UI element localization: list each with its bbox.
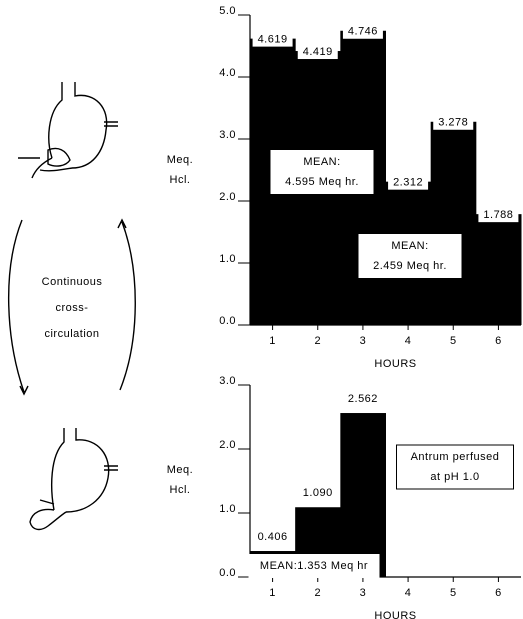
figure: Continuous cross-circulation 0.0 1.0 2.0 3.0 4… <box>0 0 523 619</box>
x-tick-label: 2 <box>314 587 321 599</box>
value-label: 4.619 <box>258 34 288 46</box>
value-label: 4.746 <box>348 26 378 38</box>
annotation: Antrum perfused <box>411 451 500 463</box>
y-tick-label: 4.0 <box>219 67 236 79</box>
x-tick-label: 6 <box>495 335 502 347</box>
annotation: at pH 1.0 <box>430 471 479 483</box>
y-tick-label: 3.0 <box>219 129 236 141</box>
y-axis-label: Meq. <box>167 464 193 476</box>
diagram-label: Continuous <box>42 276 103 288</box>
annotation: 4.595 Meq hr. <box>285 176 359 188</box>
value-label: 1.090 <box>303 487 333 499</box>
annotation: 2.459 Meq hr. <box>373 260 447 272</box>
y-tick-label: 1.0 <box>219 253 236 265</box>
y-axis-label: Meq. <box>167 154 193 166</box>
y-axis-label: Hcl. <box>170 174 191 186</box>
annotation: MEAN: <box>391 240 428 252</box>
y-tick-label: 0.0 <box>219 567 236 579</box>
value-label: 3.278 <box>438 117 468 129</box>
x-axis-label: HOURS <box>374 358 416 370</box>
bar <box>476 214 522 325</box>
x-tick-label: 4 <box>405 335 412 347</box>
value-label: 4.419 <box>303 46 333 58</box>
x-tick-label: 6 <box>495 587 502 599</box>
stomach-top <box>18 82 118 178</box>
stomach-bottom <box>30 428 118 529</box>
x-tick-label: 3 <box>360 587 367 599</box>
value-label: 2.562 <box>348 393 378 405</box>
diagram-label: cross- <box>56 302 89 314</box>
arrow-up <box>118 220 135 390</box>
y-tick-label: 5.0 <box>219 5 236 17</box>
value-label: 1.788 <box>483 209 513 221</box>
x-tick-label: 1 <box>269 587 276 599</box>
x-axis-label: HOURS <box>374 610 416 619</box>
y-tick-label: 2.0 <box>219 191 236 203</box>
x-tick-label: 5 <box>450 587 457 599</box>
x-tick-label: 5 <box>450 335 457 347</box>
y-axis-label: Hcl. <box>170 484 191 496</box>
x-tick-label: 2 <box>314 335 321 347</box>
arrow-down <box>9 220 28 394</box>
bar <box>340 413 386 577</box>
value-label: 2.312 <box>393 177 423 189</box>
x-tick-label: 1 <box>269 335 276 347</box>
bar <box>431 122 477 325</box>
y-tick-label: 0.0 <box>219 315 236 327</box>
value-label: 0.406 <box>258 531 288 543</box>
x-tick-label: 3 <box>360 335 367 347</box>
y-tick-label: 3.0 <box>219 375 236 387</box>
annotation: MEAN:1.353 Meq hr <box>260 560 368 572</box>
x-tick-label: 4 <box>405 587 412 599</box>
annotation: MEAN: <box>303 156 340 168</box>
y-tick-label: 2.0 <box>219 439 236 451</box>
diagram-label: circulation <box>44 328 99 340</box>
y-tick-label: 1.0 <box>219 503 236 515</box>
